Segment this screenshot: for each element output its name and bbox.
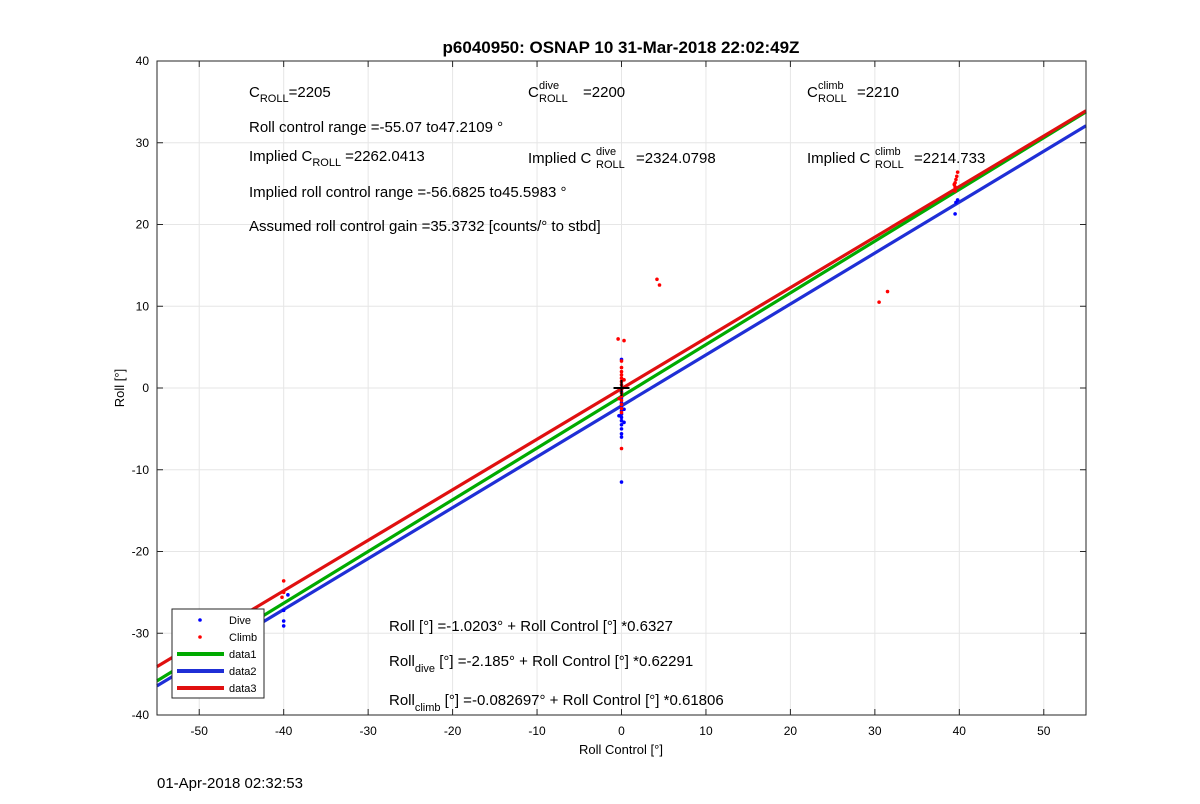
point-dive [953,212,957,216]
y-tick-label: -30 [132,626,150,640]
point-climb [280,595,284,600]
point-dive [622,420,626,425]
axis-ticks: -50 -40 -30 -20 -10 0 10 20 30 40 50 -40 -30 -20 -10 0 1… [132,54,1086,738]
point-climb [281,590,286,595]
point-climb [619,359,624,363]
point-dive [619,422,624,427]
point-climb [954,174,959,179]
legend-data2-label: data2 [229,666,257,678]
legend: Dive Climb data1 data2 data3 [171,608,265,699]
x-axis-label: Roll Control [°] [579,742,663,757]
y-tick-label: -10 [132,463,150,477]
point-climb [657,283,662,287]
legend-dive-marker [198,618,202,622]
x-tick-label: -40 [275,724,293,738]
y-tick-label: 40 [136,54,150,68]
point-climb [877,300,881,304]
point-dive [619,427,624,431]
annotation-c-roll-climb: Cclimb ROLL =2210 [807,80,899,105]
y-tick-label: -40 [132,708,150,722]
point-climb [622,378,626,382]
y-tick-label: 30 [136,136,150,150]
point-dive [281,624,286,628]
point-climb [619,365,624,370]
x-tick-label: 20 [784,724,798,738]
x-tick-label: -50 [191,724,209,738]
annotation-roll-range: Roll control range =-55.07 to47.2109 ° [249,119,503,136]
point-dive [617,413,621,418]
legend-data3-label: data3 [229,683,257,695]
annotation-fit-dive: Rolldive [°] =-2.185° + Roll Control [°]… [389,653,693,675]
chart-title: p6040950: OSNAP 10 31-Mar-2018 22:02:49Z [443,38,800,57]
x-tick-label: 30 [868,724,882,738]
point-dive [286,593,290,597]
annotation-implied-range: Implied roll control range =-56.6825 to4… [249,184,566,201]
point-climb [619,369,624,374]
x-tick-label: 0 [618,724,625,738]
plot-area-frame [156,60,1087,716]
annotation-c-roll-dive: Cdive ROLL =2200 [528,80,625,105]
legend-climb-label: Climb [229,632,257,644]
point-climb [281,579,286,583]
annotation-fit-all: Roll [°] =-1.0203° + Roll Control [°] *0… [389,618,673,635]
point-climb [953,189,957,193]
legend-data1-label: data1 [229,649,257,661]
legend-climb-marker [198,635,202,639]
point-climb [655,277,659,282]
point-climb [619,410,624,415]
point-climb [955,170,960,174]
x-tick-label: -20 [444,724,462,738]
point-climb [617,396,621,401]
point-climb [619,373,624,377]
x-tick-label: -10 [528,724,546,738]
annotation-fit-climb: Rollclimb [°] =-0.082697° + Roll Control… [389,692,724,714]
point-dive [619,431,624,436]
point-climb [619,406,624,411]
point-climb [952,182,957,187]
legend-dive-label: Dive [229,615,251,627]
point-climb [885,289,890,294]
data-points [197,170,960,628]
y-axis-label: Roll [°] [112,369,127,407]
point-climb [619,402,624,407]
point-climb [619,446,624,451]
y-tick-label: -20 [132,545,150,559]
point-dive [281,608,286,613]
point-dive [955,198,960,202]
annotation-gain: Assumed roll control gain =35.3732 [coun… [249,218,601,235]
x-tick-label: -30 [359,724,377,738]
point-climb [616,337,620,341]
x-tick-label: 40 [953,724,967,738]
y-tick-label: 20 [136,218,150,232]
point-climb [622,338,626,343]
x-tick-label: 50 [1037,724,1051,738]
y-tick-label: 10 [136,299,150,313]
footer-timestamp: 01-Apr-2018 02:32:53 [157,775,303,792]
point-climb [954,177,958,182]
annotation-implied-c-roll: Implied CROLL =2262.0413 [249,148,425,169]
x-tick-label: 10 [699,724,713,738]
point-dive [281,619,286,623]
point-dive [619,480,624,484]
annotation-c-roll: CROLL=2205 [249,84,331,105]
y-tick-label: 0 [142,381,149,395]
point-dive [619,435,624,439]
